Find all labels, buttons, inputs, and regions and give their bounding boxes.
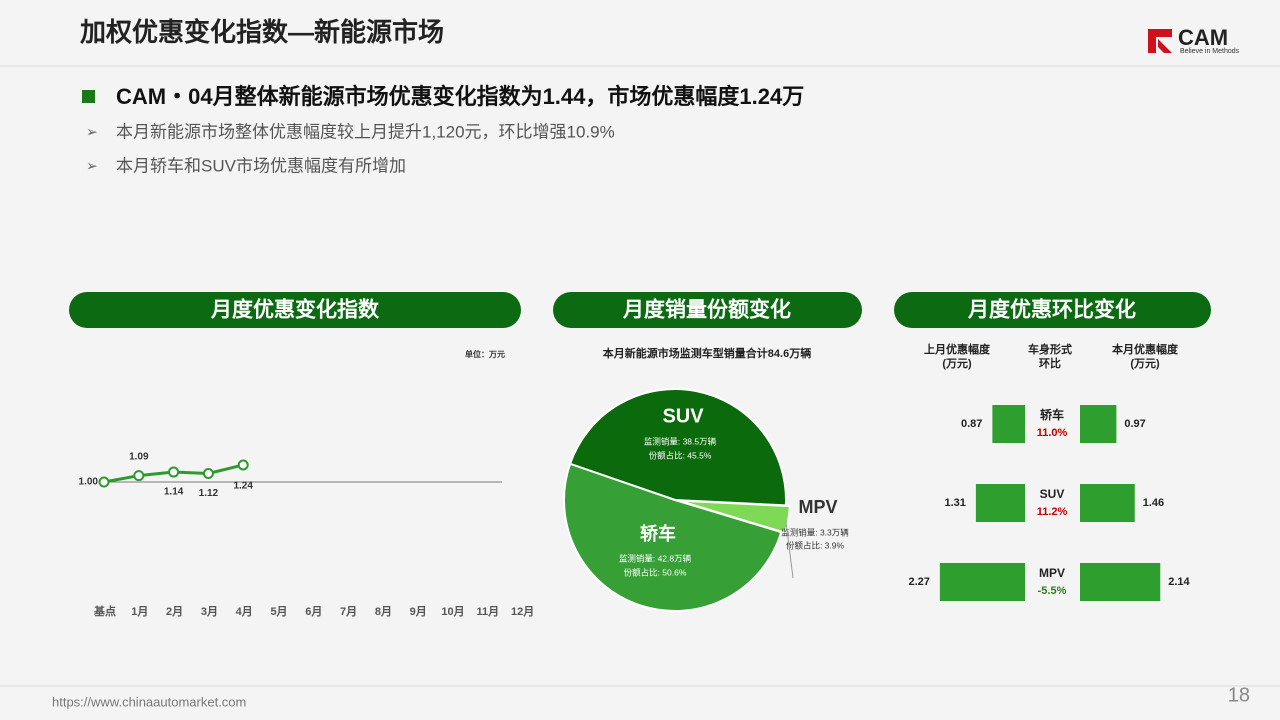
x-tick-label: 2月	[166, 605, 183, 618]
x-tick-label: 8月	[375, 605, 392, 618]
bullet-arrow: ➢	[86, 124, 98, 140]
panel-header	[894, 292, 1211, 328]
index-point	[98, 476, 110, 488]
value-label: 1.24	[233, 481, 253, 492]
value-label: 1.12	[199, 488, 219, 499]
logo-icon-b	[1158, 39, 1172, 53]
logo-text: CAM	[1178, 25, 1228, 50]
value-label: 1.09	[129, 451, 149, 462]
panel-header	[553, 292, 862, 328]
bar-last-month	[992, 405, 1025, 443]
x-tick-label: 3月	[201, 605, 218, 618]
panel-title: 月度优惠环比变化	[967, 298, 1136, 322]
x-tick-label: 4月	[236, 605, 253, 618]
x-tick-label: 5月	[270, 605, 287, 618]
bar-last-month	[975, 484, 1025, 522]
unit-label: 单位：万元	[465, 349, 505, 359]
x-tick-label: 10月	[441, 605, 464, 618]
x-tick-label: 11月	[476, 605, 499, 618]
bar-this-month	[1080, 484, 1135, 522]
slice-name: MPV	[798, 497, 837, 517]
panel-title: 月度销量份额变化	[622, 298, 791, 322]
value-label: 1.14	[164, 487, 184, 498]
slice-name: 轿车	[640, 523, 676, 544]
x-tick-label: 基点	[93, 604, 116, 618]
bar-this-month	[1080, 405, 1117, 443]
value-label: 2.14	[1168, 576, 1190, 588]
value-label: 1.46	[1143, 497, 1164, 509]
value-label: 0.97	[1124, 418, 1145, 430]
column-header: 本月优惠幅度 (万元)	[1112, 344, 1178, 370]
headline: CAM・04月整体新能源市场优惠变化指数为1.44，市场优惠幅度1.24万	[116, 84, 804, 109]
value-label: 2.27	[908, 576, 929, 588]
category-label: SUV	[1040, 487, 1065, 501]
page-number: 18	[1228, 684, 1250, 706]
slice-share: 份额占比: 50.6%	[624, 567, 687, 577]
logo-icon	[1148, 29, 1172, 53]
x-tick-label: 12月	[511, 605, 534, 618]
value-label: 1.00	[79, 477, 99, 488]
bullet-arrow: ➢	[86, 158, 98, 174]
category-label: MPV	[1039, 566, 1065, 580]
change-label: -5.5%	[1038, 585, 1067, 597]
value-label: 0.87	[961, 418, 982, 430]
bar-this-month	[1080, 563, 1161, 601]
panel-title: 月度优惠变化指数	[210, 298, 380, 322]
change-label: 11.0%	[1037, 427, 1068, 439]
slice-volume: 监测销量: 3.3万辆	[781, 527, 849, 537]
x-tick-label: 6月	[305, 605, 322, 618]
bar-last-month	[939, 563, 1025, 601]
headline-marker	[82, 90, 95, 103]
x-tick-label: 1月	[131, 605, 148, 618]
slice-name: SUV	[662, 405, 704, 427]
pie-slice	[563, 462, 783, 612]
x-tick-label: 9月	[410, 605, 427, 618]
x-tick-label: 7月	[340, 605, 357, 618]
value-label: 1.31	[944, 497, 965, 509]
slice-volume: 监测销量: 38.5万辆	[644, 436, 717, 446]
bullet: 本月轿车和SUV市场优惠幅度有所增加	[116, 156, 406, 175]
slice-share: 份额占比: 45.5%	[649, 450, 712, 460]
page-title: 加权优惠变化指数—新能源市场	[80, 17, 444, 47]
bullet: 本月新能源市场整体优惠幅度较上月提升1,120元，环比增强10.9%	[116, 122, 615, 141]
index-point	[237, 459, 249, 471]
footer-url: https://www.chinaautomarket.com	[52, 694, 246, 709]
category-label: 轿车	[1040, 407, 1064, 422]
slice-share: 份额占比: 3.9%	[786, 540, 845, 550]
slice-volume: 监测销量: 42.8万辆	[619, 553, 692, 563]
panel-header	[69, 292, 521, 328]
pie-slice	[568, 388, 787, 507]
index-point	[133, 470, 145, 482]
column-header: 车身形式 环比	[1028, 344, 1072, 370]
pie-subtitle: 本月新能源市场监测车型销量合计84.6万辆	[603, 346, 811, 360]
index-point	[202, 467, 214, 479]
column-header: 上月优惠幅度 (万元)	[924, 344, 990, 370]
leader-line	[785, 521, 794, 579]
index-point	[168, 466, 180, 478]
change-label: 11.2%	[1037, 506, 1068, 518]
logo-slogan: Believe in Methods	[1180, 48, 1240, 55]
